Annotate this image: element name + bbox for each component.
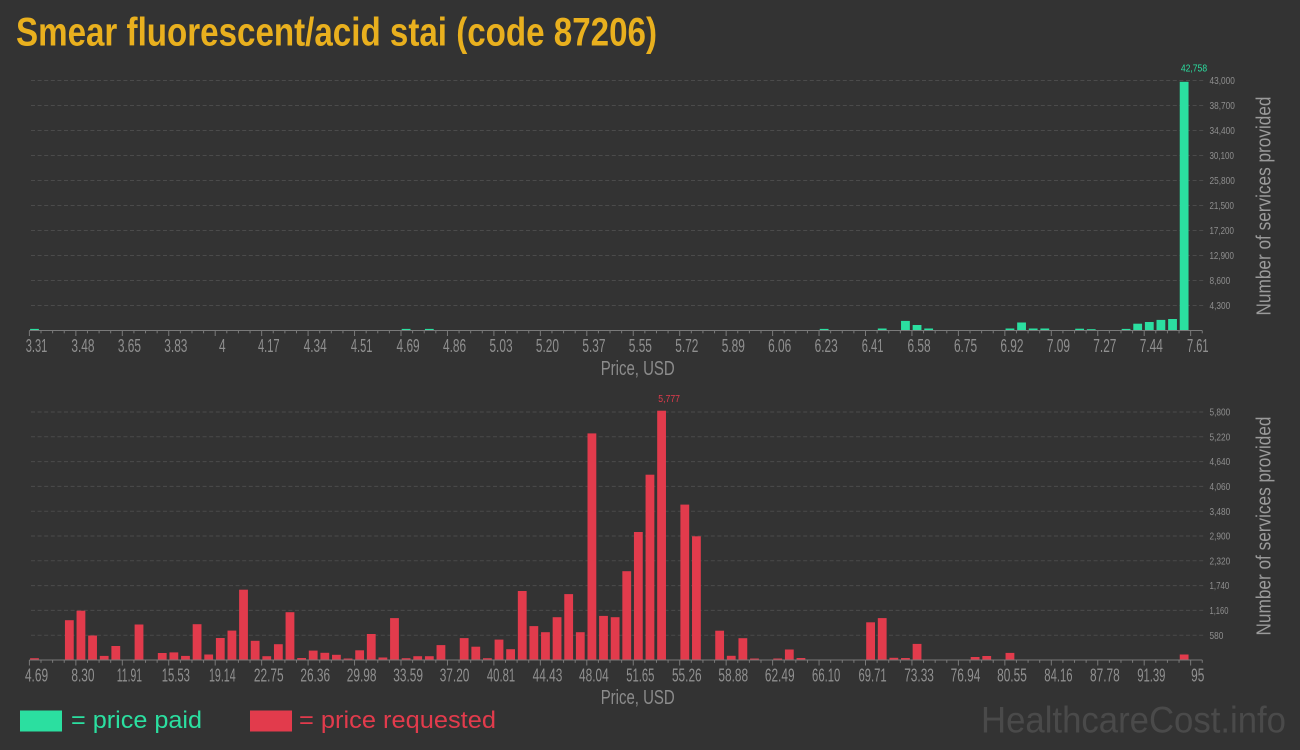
svg-text:4.17: 4.17 [258,335,280,356]
svg-text:55.26: 55.26 [672,665,702,686]
svg-text:6.92: 6.92 [1000,335,1023,356]
svg-text:48.04: 48.04 [579,665,609,686]
svg-text:6.23: 6.23 [815,335,838,356]
svg-text:66.10: 66.10 [812,665,840,686]
svg-text:7.27: 7.27 [1093,335,1116,356]
svg-text:5.55: 5.55 [629,335,652,356]
svg-text:15.53: 15.53 [162,665,190,686]
svg-text:5.03: 5.03 [489,335,512,356]
svg-text:4.69: 4.69 [25,665,48,686]
svg-text:4: 4 [219,335,226,356]
svg-text:12,900: 12,900 [1210,250,1235,262]
svg-text:4,300: 4,300 [1210,300,1231,312]
svg-text:5,777: 5,777 [658,393,680,405]
svg-text:5,800: 5,800 [1210,407,1231,419]
svg-text:8.30: 8.30 [71,665,94,686]
svg-text:43,000: 43,000 [1210,75,1235,87]
svg-text:91.39: 91.39 [1137,665,1165,686]
svg-text:8,600: 8,600 [1210,275,1231,287]
svg-text:51.65: 51.65 [626,665,654,686]
svg-text:25,800: 25,800 [1210,175,1235,187]
svg-text:3.65: 3.65 [118,335,141,356]
svg-text:4,640: 4,640 [1210,456,1231,468]
svg-text:40.81: 40.81 [487,665,515,686]
svg-text:= price requested: = price requested [299,707,496,734]
svg-text:26.36: 26.36 [300,665,330,686]
svg-text:1,740: 1,740 [1210,580,1230,592]
svg-text:4.34: 4.34 [304,335,327,356]
svg-text:3.48: 3.48 [71,335,94,356]
svg-text:4,060: 4,060 [1210,481,1231,493]
svg-text:7.44: 7.44 [1140,335,1163,356]
svg-text:5.20: 5.20 [536,335,559,356]
svg-text:69.71: 69.71 [859,665,887,686]
svg-text:62.49: 62.49 [765,665,795,686]
svg-text:3,480: 3,480 [1210,506,1231,518]
svg-text:87.78: 87.78 [1090,665,1120,686]
svg-text:58.88: 58.88 [718,665,748,686]
svg-text:6.41: 6.41 [862,335,884,356]
svg-text:Number of services provided: Number of services provided [1254,417,1276,636]
svg-text:4.69: 4.69 [397,335,420,356]
svg-text:38,700: 38,700 [1210,100,1235,112]
svg-text:2,900: 2,900 [1210,531,1231,543]
svg-text:2,320: 2,320 [1210,555,1231,567]
svg-text:Number of services provided: Number of services provided [1254,97,1276,316]
svg-text:5.37: 5.37 [582,335,605,356]
svg-text:Price, USD: Price, USD [601,358,675,380]
svg-text:5.72: 5.72 [675,335,698,356]
svg-text:4.86: 4.86 [443,335,466,356]
svg-text:6.58: 6.58 [908,335,931,356]
svg-text:29.98: 29.98 [347,665,377,686]
svg-text:11.91: 11.91 [117,665,142,686]
svg-text:Price, USD: Price, USD [601,687,675,709]
svg-text:= price paid: = price paid [71,707,202,734]
svg-text:17,200: 17,200 [1210,225,1235,237]
svg-text:33.59: 33.59 [393,665,423,686]
svg-text:7.61: 7.61 [1187,335,1209,356]
svg-text:6.06: 6.06 [768,335,791,356]
svg-text:76.94: 76.94 [951,665,981,686]
svg-text:3.83: 3.83 [164,335,187,356]
svg-text:30,100: 30,100 [1210,150,1235,162]
svg-text:5.89: 5.89 [722,335,745,356]
svg-text:1,160: 1,160 [1210,605,1229,617]
svg-text:580: 580 [1210,630,1224,642]
svg-text:21,500: 21,500 [1210,200,1235,212]
svg-text:3.31: 3.31 [26,335,48,356]
svg-text:19.14: 19.14 [209,665,236,686]
svg-text:34,400: 34,400 [1210,125,1235,137]
svg-text:6.75: 6.75 [954,335,977,356]
svg-text:Smear fluorescent/acid stai (c: Smear fluorescent/acid stai (code 87206) [16,11,657,55]
svg-text:22.75: 22.75 [254,665,284,686]
svg-text:4.51: 4.51 [351,335,373,356]
svg-text:84.16: 84.16 [1044,665,1072,686]
svg-text:5,220: 5,220 [1210,431,1231,443]
svg-text:HealthcareCost.info: HealthcareCost.info [981,700,1286,741]
svg-text:37.20: 37.20 [440,665,470,686]
svg-text:80.55: 80.55 [997,665,1027,686]
svg-text:44.43: 44.43 [533,665,563,686]
svg-text:42,758: 42,758 [1181,63,1207,75]
svg-text:73.33: 73.33 [904,665,934,686]
svg-text:7.09: 7.09 [1047,335,1070,356]
svg-text:95: 95 [1191,665,1204,686]
